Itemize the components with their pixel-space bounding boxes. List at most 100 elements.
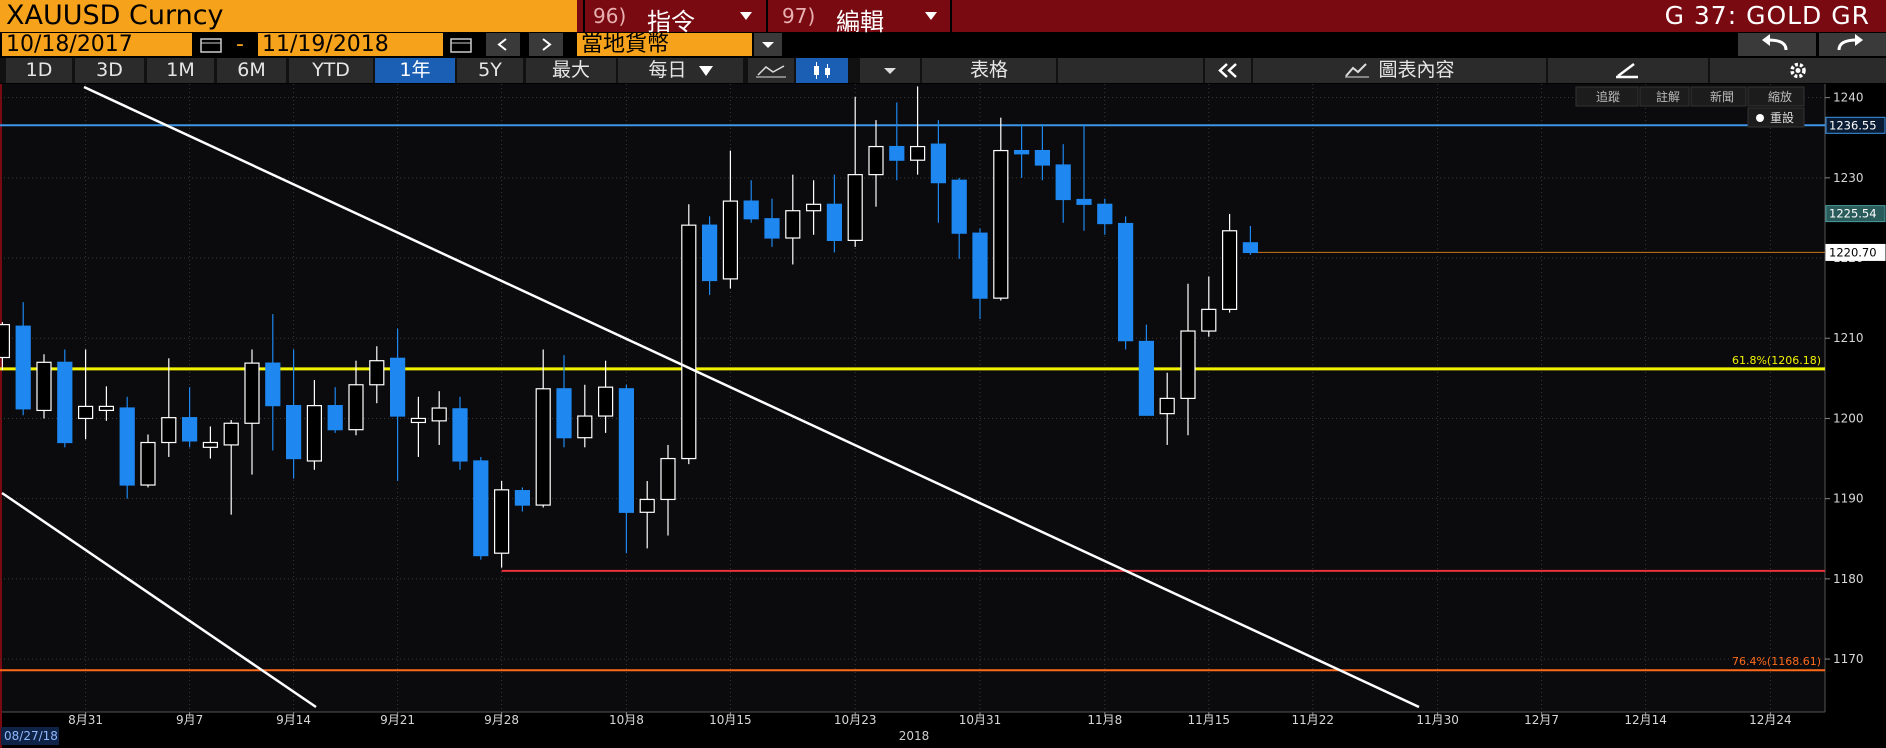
period-button[interactable]: 最大: [526, 58, 616, 83]
dropdown-button[interactable]: [754, 33, 782, 56]
candle-body: [1242, 242, 1259, 254]
chart-content-button[interactable]: 圖表內容: [1253, 58, 1546, 83]
x-tick-label: 8月31: [68, 713, 103, 727]
candle-body: [473, 460, 489, 557]
reset-button[interactable]: [1747, 107, 1805, 128]
annotate-button[interactable]: [1548, 58, 1708, 83]
y-tick-label: 1170: [1833, 652, 1864, 666]
candle-body: [0, 324, 11, 359]
settings-button[interactable]: [1710, 58, 1886, 83]
collapse-button[interactable]: [1205, 58, 1251, 83]
end-date-field[interactable]: 11/19/2018: [258, 33, 443, 56]
candle-body: [826, 203, 843, 241]
candle-body: [244, 362, 260, 424]
x-tick-label: 9月14: [276, 713, 311, 727]
candle-body: [77, 405, 94, 420]
candle-body: [660, 457, 676, 501]
radio: [1756, 114, 1764, 122]
candle-body: [535, 388, 551, 506]
period-button[interactable]: 6M: [217, 58, 286, 83]
date-separator: -: [236, 32, 244, 57]
dropdown-button[interactable]: [860, 58, 920, 83]
candle-body: [1117, 222, 1134, 342]
x-tick-label: 9月7: [176, 713, 203, 727]
candle-body: [993, 149, 1009, 299]
candle-body: [597, 386, 614, 417]
candle-body: [223, 422, 239, 446]
candle-body: [972, 232, 988, 299]
candle-body: [182, 417, 198, 442]
trend-line: [83, 85, 1420, 709]
candle-body: [681, 224, 697, 460]
currency-field[interactable]: 當地貨幣: [577, 33, 752, 56]
x-tick-label: 10月31: [959, 713, 1002, 727]
marks: [0, 86, 1825, 672]
calendar-icon[interactable]: [450, 37, 472, 53]
grid: [0, 84, 1830, 717]
candle-body: [15, 325, 31, 410]
candle-body: [847, 174, 863, 241]
candle-body: [494, 489, 510, 554]
candle-body: [577, 415, 593, 439]
frequency: 每日: [648, 59, 687, 81]
candle-body: [701, 224, 718, 282]
menu-item[interactable]: 96) 指令: [583, 0, 768, 36]
candle-body: [785, 210, 801, 239]
candle-body: [889, 145, 905, 161]
candle-body: [618, 388, 635, 513]
axis-tag: [1825, 205, 1886, 223]
x-tick-label: 12月14: [1624, 713, 1667, 727]
chart-content-label: 圖表內容: [1378, 59, 1455, 81]
period-button[interactable]: 3D: [75, 58, 144, 83]
x-tick-label: 10月8: [609, 713, 644, 727]
candle-body: [306, 405, 322, 462]
redo-button[interactable]: [1819, 33, 1886, 56]
period-button[interactable]: 1D: [6, 58, 72, 83]
table-button[interactable]: 表格: [922, 58, 1056, 83]
candle-body: [930, 143, 947, 184]
undo-button[interactable]: [1738, 33, 1816, 56]
candle-body: [202, 441, 218, 448]
next-button[interactable]: [529, 33, 563, 56]
menu-item[interactable]: 97) 編輯: [770, 0, 952, 36]
start-date-field[interactable]: 10/18/2017: [2, 33, 192, 56]
period-button[interactable]: 1M: [147, 58, 214, 83]
menu-number: 96): [593, 4, 627, 28]
year-label: 2018: [899, 729, 930, 743]
candle-body: [161, 417, 177, 444]
candle-chart-button[interactable]: [796, 58, 848, 83]
calendar-icon[interactable]: [200, 37, 222, 53]
axis-tag: [1825, 243, 1886, 261]
candle-body: [764, 218, 780, 239]
start-date: 08/27/18: [4, 729, 58, 743]
labels: 117011801190120012101220123012408月319月79…: [68, 91, 1886, 727]
frequency-dropdown[interactable]: 每日: [618, 58, 743, 83]
tool-button[interactable]: [1575, 86, 1639, 107]
candle-body: [98, 405, 115, 412]
tool-button[interactable]: [1747, 86, 1805, 107]
candle-body: [348, 384, 364, 431]
axis-tag-label: 1225.54: [1829, 207, 1877, 221]
period-button[interactable]: 5Y: [457, 58, 523, 83]
reset-label: 重設: [1770, 110, 1794, 125]
x-tick-label: 11月15: [1188, 713, 1231, 727]
ticker[interactable]: XAUUSD Curncy: [0, 0, 577, 32]
tool-button[interactable]: [1690, 86, 1747, 107]
period-button[interactable]: 1年: [375, 58, 455, 83]
candle-body: [722, 200, 739, 280]
start-date-box: [1, 727, 59, 745]
candle-body: [369, 360, 385, 386]
tool-button[interactable]: [1639, 86, 1690, 107]
prev-button[interactable]: [486, 33, 520, 56]
candle-body: [1055, 164, 1071, 201]
line-chart-button[interactable]: [748, 58, 794, 83]
candle-body: [805, 203, 822, 212]
tool-label: 縮放: [1768, 89, 1792, 104]
blank-button: [1058, 58, 1203, 83]
menu-label: 指令: [647, 8, 695, 36]
page-title: G 37: GOLD GR: [1664, 1, 1870, 30]
dropdown-icon: [740, 12, 752, 20]
period-button[interactable]: YTD: [289, 58, 373, 83]
